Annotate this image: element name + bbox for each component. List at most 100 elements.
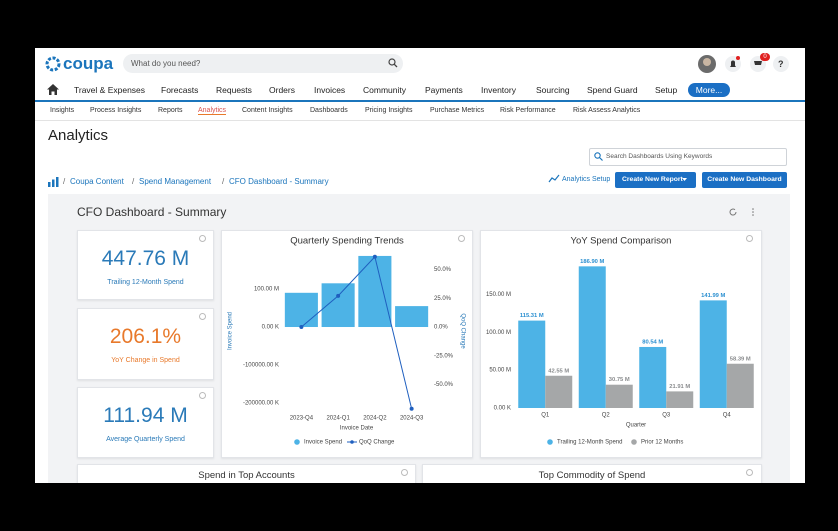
nav-item[interactable]: Invoices [314, 85, 346, 95]
header-icons [698, 55, 789, 73]
line-marker [372, 254, 377, 259]
y-tick-label: 100.00 M [486, 330, 511, 336]
breadcrumb-link[interactable]: Spend Management [139, 177, 212, 186]
panel-settings-icon[interactable] [458, 235, 465, 242]
y-tick-label: 150.00 M [486, 292, 511, 298]
nav-item[interactable]: Requests [216, 85, 252, 95]
legend-swatch [547, 439, 553, 445]
breadcrumb-separator: / [222, 177, 225, 186]
breadcrumb-link[interactable]: CFO Dashboard - Summary [229, 177, 329, 186]
home-icon[interactable] [47, 84, 59, 95]
x-axis-title: Invoice Date [340, 426, 374, 432]
bar [639, 346, 667, 408]
subnav-item[interactable]: Risk Performance [500, 107, 556, 114]
y-tick-label: 50.00 M [489, 368, 511, 374]
value-label: 115.31 M [520, 313, 544, 319]
nav-item[interactable]: Inventory [481, 85, 516, 95]
bar [578, 266, 606, 408]
subnav-item[interactable]: Dashboards [310, 107, 348, 114]
subnav-border [35, 120, 805, 121]
subnav-item[interactable]: Insights [50, 107, 75, 114]
nav-item[interactable]: Payments [425, 85, 463, 95]
y2-tick-label: 50.0% [434, 267, 452, 273]
screen-edge [0, 483, 838, 531]
analytics-icon [48, 177, 59, 187]
value-label: 80.54 M [642, 339, 663, 345]
line-marker [336, 293, 341, 298]
kpi-value: 206.1% [109, 325, 182, 348]
bar [284, 292, 318, 328]
panel-settings-icon[interactable] [401, 469, 408, 476]
breadcrumb-separator: / [132, 177, 135, 186]
help-label: ? [778, 59, 784, 69]
value-label: 141.99 M [701, 293, 725, 299]
kpi-card [77, 387, 214, 458]
y-tick-label: -200000.00 K [243, 401, 279, 407]
y2-tick-label: 0.0% [434, 325, 448, 331]
y2-tick-label: -25.0% [434, 353, 454, 359]
logo-mark [45, 56, 61, 72]
dashboard-tools[interactable] [728, 207, 758, 217]
line-marker [409, 406, 414, 411]
value-label: 42.55 M [548, 368, 569, 374]
subnav-item[interactable]: Pricing Insights [365, 107, 413, 114]
y-tick-label: 0.00 K [262, 325, 279, 331]
value-label: 30.75 M [609, 377, 630, 383]
kpi-label: YoY Change in Spend [111, 357, 180, 364]
nav-item[interactable]: Community [363, 85, 406, 95]
search-icon[interactable] [388, 58, 398, 68]
value-label: 58.39 M [730, 356, 751, 362]
panel-title: Top Commodity of Spend [538, 470, 646, 481]
panel-settings-icon[interactable] [199, 392, 206, 399]
dashboard-search-icon [594, 152, 603, 161]
legend-swatch [294, 439, 300, 445]
panel-settings-icon[interactable] [199, 313, 206, 320]
bar [395, 306, 429, 328]
nav-item[interactable]: Travel & Expenses [74, 85, 146, 95]
legend-label: QoQ Change [359, 440, 395, 446]
more-button[interactable]: More... [688, 83, 730, 97]
subnav-item[interactable]: Purchase Metrics [430, 107, 485, 114]
help[interactable] [773, 56, 789, 72]
search-bar[interactable] [123, 54, 403, 73]
page-title: Analytics [48, 127, 109, 144]
nav-item[interactable]: Sourcing [536, 85, 570, 95]
subnav-item[interactable]: Reports [158, 107, 183, 114]
create-dashboard-button[interactable]: Create New Dashboard [702, 172, 787, 188]
nav-item[interactable]: Setup [655, 85, 678, 95]
kpi-card [77, 308, 214, 380]
y2-tick-label: -50.0% [434, 382, 454, 388]
dashboard-title: CFO Dashboard - Summary [77, 205, 227, 219]
dashboard-search-placeholder: Search Dashboards Using Keywords [606, 153, 713, 160]
bar [699, 300, 727, 408]
breadcrumb-link[interactable]: Coupa Content [70, 177, 124, 186]
chart-title: Quarterly Spending Trends [290, 236, 404, 247]
dropdown-caret [682, 178, 687, 181]
analytics-setup-link[interactable]: Analytics Setup [562, 176, 611, 183]
kpi-value: 447.76 M [101, 247, 190, 270]
bar [726, 363, 754, 408]
subnav-item[interactable]: Content Insights [242, 107, 293, 114]
bar [605, 384, 633, 408]
subnav-item[interactable]: Analytics [198, 107, 227, 115]
nav-item[interactable]: Spend Guard [587, 85, 638, 95]
y-tick-label: -100000.00 K [243, 363, 279, 369]
nav-item[interactable]: Orders [269, 85, 295, 95]
y2-tick-label: 25.0% [434, 296, 452, 302]
legend-swatch [631, 439, 637, 445]
panel-settings-icon[interactable] [746, 469, 753, 476]
dashboard-search[interactable] [589, 148, 787, 166]
panel-settings-icon[interactable] [746, 235, 753, 242]
nav-item[interactable]: Forecasts [161, 85, 199, 95]
legend-swatch [350, 440, 354, 444]
bar [666, 391, 694, 408]
x-tick-label: Q4 [723, 413, 732, 419]
create-report-button[interactable] [615, 172, 696, 188]
cart-badge: 0 [760, 53, 770, 61]
subnav-item[interactable]: Process Insights [90, 107, 142, 114]
subnav-item[interactable]: Risk Assess Analytics [573, 107, 641, 114]
bar [518, 320, 546, 408]
x-axis-title: Quarter [626, 423, 646, 429]
panel-settings-icon[interactable] [199, 235, 206, 242]
